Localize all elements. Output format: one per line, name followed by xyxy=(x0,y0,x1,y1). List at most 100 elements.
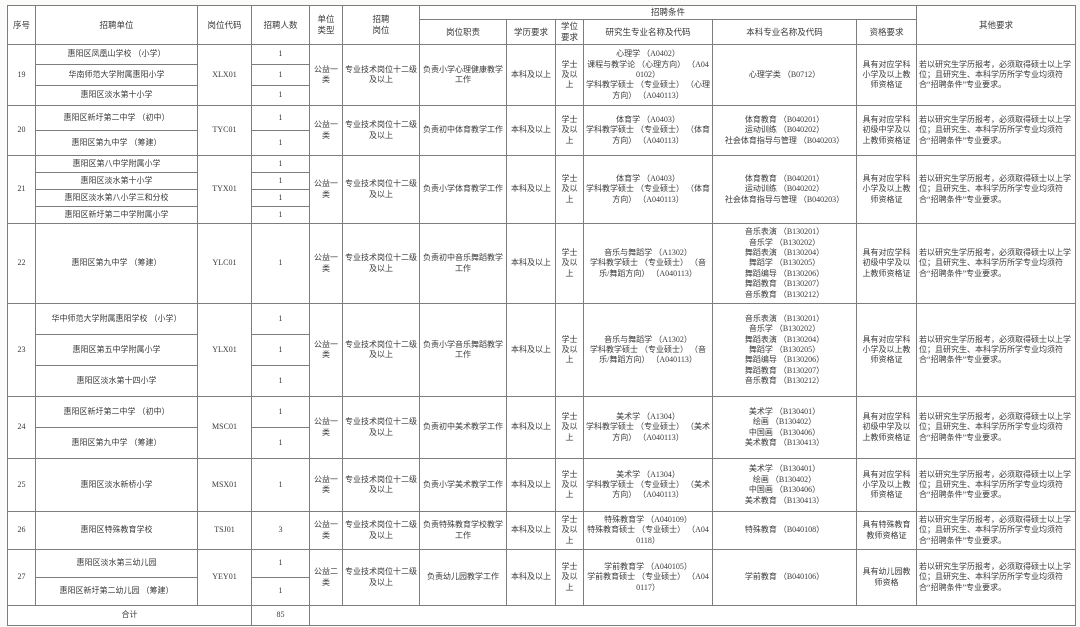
cell-recruit-count: 3 xyxy=(251,511,310,551)
header-duty: 岗位职责 xyxy=(419,19,507,46)
header-other-req: 其他要求 xyxy=(916,4,1077,46)
cell-recruit-post: 专业技术岗位十二级及以上 xyxy=(342,458,420,513)
cell-duty: 负责幼儿园教学工作 xyxy=(419,549,507,607)
cell-grad-major: 体育学 （A0403） 学科教学硕士 （专业硕士） （体育方向） （A04011… xyxy=(583,155,713,225)
cell-recruit-count: 1 xyxy=(251,577,310,607)
cell-unit-name: 惠阳区淡水新桥小学 xyxy=(35,458,198,513)
cell-other-req: 若以研究生学历报考，必须取得硕士以上学位；且研究生、本科学历所学专业均须符合“招… xyxy=(916,44,1077,107)
header-recruit-conditions: 招聘条件 xyxy=(418,4,918,21)
cell-undergrad-major: 音乐表演 （B130201） 音乐学 （B130202） 舞蹈表演 （B1302… xyxy=(712,223,857,305)
cell-recruit-post: 专业技术岗位十二级及以上 xyxy=(342,44,420,107)
cell-recruit-count: 1 xyxy=(251,172,310,191)
cell-unit-type: 公益二类 xyxy=(309,549,343,607)
cell-serial: 23 xyxy=(7,303,36,398)
cell-degree-req: 学士及以上 xyxy=(555,105,584,157)
cell-unit-name: 惠阳区淡水第八小学三和分校 xyxy=(35,189,198,208)
table-row: 26 惠阳区特殊教育学校 TSJ01 3 公益一类 专业技术岗位十二级及以上 负… xyxy=(7,511,1077,551)
footer-total-count: 85 xyxy=(251,605,310,627)
cell-recruit-post: 专业技术岗位十二级及以上 xyxy=(342,511,420,551)
header-undergrad-major: 本科专业名称及代码 xyxy=(712,19,857,46)
table-row: 惠阳区淡水第八小学三和分校 1 xyxy=(8,189,1076,208)
cell-post-code: MSX01 xyxy=(197,458,252,513)
cell-qual-req: 具有特殊教育教师资格证 xyxy=(855,511,918,551)
table-row: 21 惠阳区第八中学附属小学 TYX01 1 公益一类 专业技术岗位十二级及以上… xyxy=(7,155,1077,225)
cell-duty: 负责小学心理健康教学工作 xyxy=(419,44,507,107)
table-row: 惠阳区第五中学附属小学 1 xyxy=(8,334,1076,367)
cell-serial: 25 xyxy=(7,458,36,513)
cell-grad-major: 音乐与舞蹈学 （A1302） 学科教学硕士 （专业硕士） （音乐/舞蹈方向） （… xyxy=(583,303,713,398)
table-row: 惠阳区第九中学 （筹建） 1 xyxy=(8,427,1076,460)
cell-duty: 负责小学体育教学工作 xyxy=(419,155,507,225)
cell-unit-name: 惠阳区淡水第十小学 xyxy=(35,85,198,107)
cell-other-req: 若以研究生学历报考，必须取得硕士以上学位；且研究生、本科学历所学专业均须符合“招… xyxy=(916,511,1077,551)
cell-edu-req: 本科及以上 xyxy=(506,105,556,157)
cell-degree-req: 学士及以上 xyxy=(555,396,584,460)
cell-unit-name: 惠阳区特殊教育学校 xyxy=(35,511,198,551)
cell-unit-name: 惠阳区新圩第二幼儿园 （筹建） xyxy=(35,577,198,607)
cell-other-req: 若以研究生学历报考，必须取得硕士以上学位；且研究生、本科学历所学专业均须符合“招… xyxy=(916,458,1077,513)
cell-qual-req: 具有对应学科小学及以上教师资格证 xyxy=(855,44,918,107)
header-degree-req: 学位 要求 xyxy=(555,19,584,46)
table-row: 惠阳区淡水第十小学 1 xyxy=(8,85,1076,107)
cell-unit-name: 华中师范大学附属惠阳学校 （小学） xyxy=(35,303,198,336)
cell-unit-name: 惠阳区凤凰山学校 （小学） xyxy=(35,44,198,66)
cell-qual-req: 具有对应学科小学及以上教师资格证 xyxy=(855,303,918,398)
cell-recruit-count: 1 xyxy=(251,334,310,367)
cell-undergrad-major: 美术学 （B130401） 绘画 （B130402） 中国画 （B130406）… xyxy=(712,458,857,513)
cell-degree-req: 学士及以上 xyxy=(555,549,584,607)
cell-recruit-count: 1 xyxy=(251,303,310,336)
cell-qual-req: 具有对应学科小学及以上教师资格证 xyxy=(855,155,918,225)
cell-qual-req: 具有对应学科初级中学及以上教师资格证 xyxy=(855,105,918,157)
cell-duty: 负责特殊教育学校教学工作 xyxy=(419,511,507,551)
cell-undergrad-major: 音乐表演 （B130201） 音乐学 （B130202） 舞蹈表演 （B1302… xyxy=(712,303,857,398)
cell-qual-req: 具有对应学科初级中学及以上教师资格证 xyxy=(855,396,918,460)
cell-recruit-count: 1 xyxy=(251,85,310,107)
cell-grad-major: 体育学 （A0403） 学科教学硕士 （专业硕士） （体育方向） （A04011… xyxy=(583,105,713,157)
cell-unit-type: 公益一类 xyxy=(309,44,343,107)
cell-degree-req: 学士及以上 xyxy=(555,155,584,225)
header-unit-type: 单位 类型 xyxy=(309,4,343,46)
cell-unit-type: 公益一类 xyxy=(309,303,343,398)
cell-undergrad-major: 心理学类 （B0712） xyxy=(712,44,857,107)
cell-unit-name: 惠阳区第八中学附属小学 xyxy=(35,155,198,174)
cell-post-code: XLX01 xyxy=(197,44,252,107)
footer-empty-cell xyxy=(308,605,1077,627)
cell-unit-type: 公益一类 xyxy=(309,458,343,513)
cell-recruit-post: 专业技术岗位十二级及以上 xyxy=(342,303,420,398)
cell-undergrad-major: 特殊教育 （B040108） xyxy=(712,511,857,551)
cell-post-code: TSJ01 xyxy=(197,511,252,551)
header-edu-req: 学历要求 xyxy=(506,19,556,46)
cell-unit-type: 公益一类 xyxy=(309,155,343,225)
cell-unit-name: 惠阳区第九中学 （筹建） xyxy=(35,130,198,157)
cell-unit-name: 惠阳区第九中学 （筹建） xyxy=(35,427,198,460)
cell-degree-req: 学士及以上 xyxy=(555,458,584,513)
cell-edu-req: 本科及以上 xyxy=(506,511,556,551)
cell-serial: 27 xyxy=(7,549,36,607)
cell-serial: 26 xyxy=(7,511,36,551)
cell-unit-type: 公益一类 xyxy=(309,511,343,551)
footer-total-label: 合计 xyxy=(7,605,252,627)
table-row: 24 惠阳区新圩第二中学 （初中） MSC01 1 公益一类 专业技术岗位十二级… xyxy=(7,396,1077,460)
cell-unit-name: 华南师范大学附属惠阳小学 xyxy=(35,64,198,87)
cell-unit-name: 惠阳区淡水第十四小学 xyxy=(35,365,198,398)
cell-grad-major: 美术学 （A1304） 学科教学硕士 （专业硕士） （美术方向） （A04011… xyxy=(583,458,713,513)
cell-unit-type: 公益一类 xyxy=(309,396,343,460)
cell-recruit-count: 1 xyxy=(251,44,310,66)
header-recruit-unit: 招聘单位 xyxy=(35,4,198,46)
cell-unit-name: 惠阳区第五中学附属小学 xyxy=(35,334,198,367)
cell-edu-req: 本科及以上 xyxy=(506,44,556,107)
table-row: 23 华中师范大学附属惠阳学校 （小学） YLX01 1 公益一类 专业技术岗位… xyxy=(7,303,1077,398)
cell-qual-req: 具有幼儿园教师资格 xyxy=(855,549,918,607)
footer-row: 合计 85 xyxy=(7,605,1077,627)
cell-qual-req: 具有对应学科初级中学及以上教师资格证 xyxy=(855,223,918,305)
table-row: 惠阳区新圩第二中学附属小学 1 xyxy=(8,206,1076,225)
cell-degree-req: 学士及以上 xyxy=(555,303,584,398)
table-row: 22 惠阳区第九中学 （筹建） YLC01 1 公益一类 专业技术岗位十二级及以… xyxy=(7,223,1077,305)
cell-recruit-count: 1 xyxy=(251,458,310,513)
cell-recruit-post: 专业技术岗位十二级及以上 xyxy=(342,396,420,460)
cell-recruit-count: 1 xyxy=(251,206,310,225)
cell-unit-type: 公益一类 xyxy=(309,223,343,305)
cell-grad-major: 特殊教育学 （A040109） 特殊教育硕士 （专业硕士） （A040118） xyxy=(583,511,713,551)
cell-unit-name: 惠阳区新圩第二中学 （初中） xyxy=(35,105,198,132)
